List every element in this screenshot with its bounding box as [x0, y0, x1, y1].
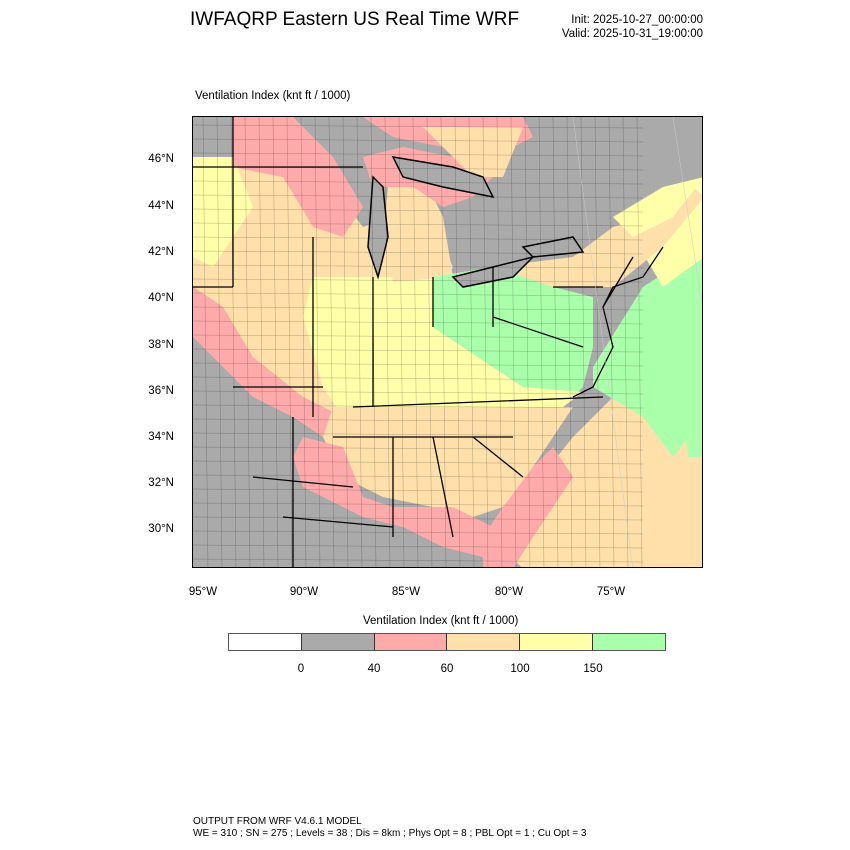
lat-label: 32°N [148, 477, 174, 489]
valid-time: Valid: 2025-10-31_19:00:00 [561, 28, 703, 40]
colorbar-label: 100 [510, 663, 530, 675]
ocean-green-region [593, 248, 702, 457]
colorbar-label: 0 [297, 663, 305, 675]
ocean-pink-region [483, 447, 573, 567]
pink-band-north [233, 117, 363, 237]
lon-label: 75°W [596, 586, 626, 598]
map-canvas: (function(){ const g=document.currentScr… [193, 117, 702, 567]
colorbar-segment [447, 634, 521, 650]
lat-label: 40°N [148, 292, 174, 304]
graticule [572, 117, 702, 567]
southeast-pink-region [293, 437, 493, 557]
lat-label: 30°N [148, 523, 174, 535]
ventilation-map: (function(){ const g=document.currentScr… [192, 116, 703, 568]
lat-label: 44°N [148, 200, 174, 212]
northeast-yellow-region [613, 177, 702, 237]
run-times: Init: 2025-10-27_00:00:00 Valid: 2025-10… [562, 13, 703, 41]
plot-title: IWFAQRP Eastern US Real Time WRF [190, 9, 520, 30]
pink-band-west [193, 287, 343, 437]
colorbar-segment [520, 634, 594, 650]
model-info-line2: WE = 310 ; SN = 275 ; Levels = 38 ; Dis … [193, 828, 587, 839]
lon-label: 80°W [494, 586, 524, 598]
southeast-orange-region [323, 407, 573, 517]
init-time: Init: 2025-10-27_00:00:00 [571, 14, 703, 26]
colorbar-segment [301, 634, 375, 650]
ohio-valley-green-region [433, 267, 593, 397]
lat-label: 38°N [148, 339, 174, 351]
lat-label: 36°N [148, 385, 174, 397]
lon-label: 95°W [188, 586, 218, 598]
colorbar-label: 60 [440, 663, 454, 675]
midwest-yellow-region [193, 157, 253, 267]
colorbar-label: 150 [583, 663, 603, 675]
county-borders [193, 117, 644, 567]
lat-label: 46°N [148, 153, 174, 165]
field-subtitle: Ventilation Index (knt ft / 1000) [195, 90, 351, 102]
colorbar-title: Ventilation Index (knt ft / 1000) [363, 615, 519, 627]
colorbar [228, 633, 666, 651]
lon-label: 85°W [391, 586, 421, 598]
lon-label: 90°W [289, 586, 319, 598]
canada-orange-region [423, 127, 523, 177]
colorbar-segment [593, 634, 665, 650]
kentucky-yellow-region [353, 327, 583, 407]
colorbar-label: 40 [367, 663, 381, 675]
model-info-line1: OUTPUT FROM WRF V4.6.1 MODEL [193, 816, 362, 827]
colorbar-segment [229, 634, 302, 650]
ocean-green-south [683, 407, 702, 457]
state-borders [193, 117, 664, 567]
colorbar-segment [374, 634, 448, 650]
lat-label: 34°N [148, 431, 174, 443]
lat-label: 42°N [148, 246, 174, 258]
